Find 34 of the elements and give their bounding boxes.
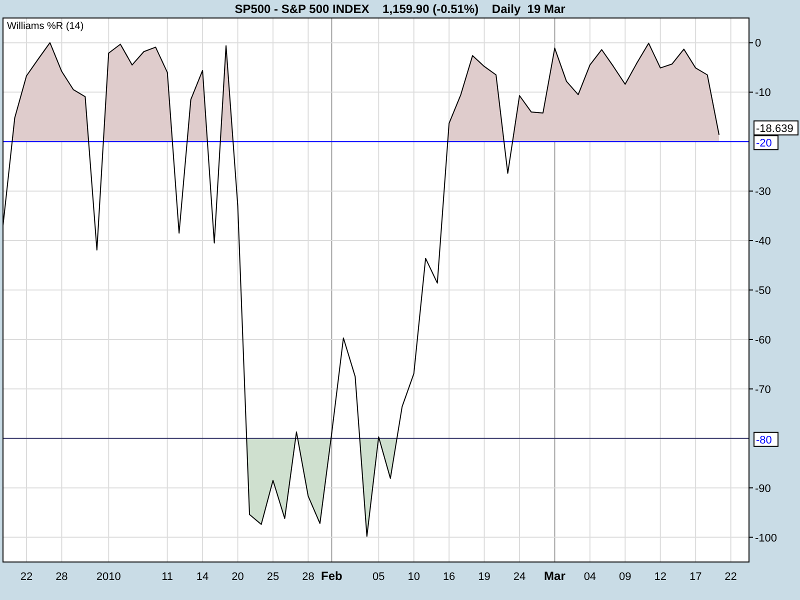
x-tick-label: 17	[689, 571, 702, 583]
chart-title: SP500 - S&P 500 INDEX 1,159.90 (-0.51%) Daily 19 Mar	[234, 2, 566, 16]
x-tick-label: 05	[372, 571, 385, 583]
x-tick-label: 19	[478, 571, 490, 583]
text: -18.639	[756, 122, 794, 135]
y-tick-label: -70	[755, 384, 771, 396]
chart-subtitle: Williams %R (14)	[7, 21, 84, 32]
x-tick-label: Mar	[544, 569, 566, 583]
y-tick-label: -90	[755, 482, 771, 495]
y-tick-label: -40	[755, 236, 771, 248]
x-tick-label: 11	[162, 571, 174, 583]
x-tick-label: 28	[302, 571, 314, 583]
x-tick-label: 12	[654, 571, 666, 583]
y-tick-label: -100	[755, 532, 778, 544]
x-tick-label: 22	[724, 571, 737, 583]
x-tick-label: 10	[408, 571, 420, 583]
y-tick-label: -30	[755, 186, 771, 198]
x-tick-label: 14	[196, 571, 209, 583]
x-tick-label: 28	[56, 571, 68, 583]
x-tick-label: 09	[619, 571, 632, 583]
y-tick-label: 0	[755, 38, 762, 50]
ref-line-label: -80	[756, 434, 772, 446]
x-tick-label: 04	[584, 571, 596, 583]
y-tick-label: -50	[755, 285, 771, 297]
x-tick-label: Feb	[321, 569, 342, 583]
x-tick-label: 16	[442, 571, 456, 583]
x-tick-label: 25	[266, 571, 280, 583]
x-tick-label: 20	[232, 571, 244, 583]
ref-line-label: -20	[756, 138, 772, 150]
x-tick-label: 22	[20, 571, 33, 583]
x-tick-label: 2010	[96, 571, 121, 583]
x-tick-label: 24	[513, 571, 526, 583]
y-tick-label: -60	[755, 334, 771, 346]
y-tick-label: -10	[755, 87, 771, 100]
